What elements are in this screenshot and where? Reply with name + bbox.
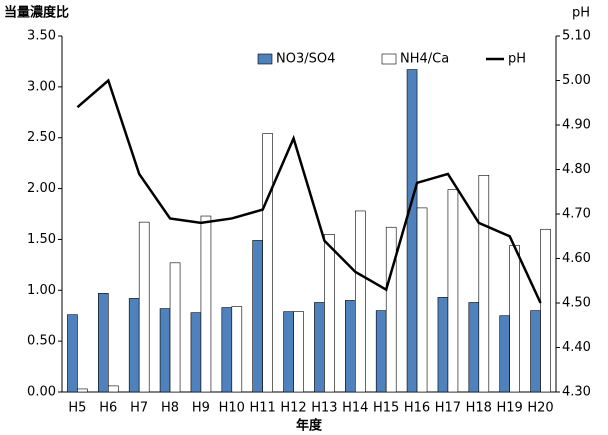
x-axis-title: 年度 — [296, 418, 323, 434]
x-tick-label: H20 — [527, 401, 553, 416]
y2-tick-label: 4.40 — [562, 340, 591, 355]
y-tick-label: 0.50 — [27, 334, 56, 349]
bar — [416, 207, 428, 393]
x-tick-label: H12 — [280, 401, 306, 416]
x-tick-label: H18 — [466, 401, 492, 416]
bar — [190, 312, 202, 393]
bar — [345, 300, 356, 393]
y2-tick-label: 4.50 — [562, 296, 591, 311]
bar — [252, 240, 263, 393]
y-tick-label: 2.50 — [27, 130, 56, 145]
bar — [108, 385, 119, 393]
y2-tick-label: 5.00 — [562, 73, 591, 88]
y-axis-title: 当量濃度比 — [4, 5, 69, 21]
bar — [293, 311, 304, 393]
x-tick-label: H17 — [435, 401, 461, 416]
bar — [67, 314, 78, 393]
bar — [509, 245, 520, 393]
bar — [231, 306, 243, 393]
y2-tick-label: 4.90 — [562, 118, 591, 133]
y2-tick-label: 4.60 — [562, 251, 591, 266]
bar — [530, 310, 541, 393]
legend-swatch — [381, 53, 397, 65]
y2-tick-label: 5.10 — [562, 29, 591, 44]
x-tick-label: H13 — [311, 401, 337, 416]
line — [76, 78, 542, 304]
x-tick-label: H15 — [373, 401, 399, 416]
bar — [324, 234, 335, 393]
y2-tick-label: 4.80 — [562, 162, 591, 177]
y-tick-label: 3.50 — [27, 29, 56, 44]
y2-tick-label: 4.30 — [562, 385, 591, 400]
bar — [540, 228, 551, 393]
y-tick-label: 1.00 — [27, 283, 56, 298]
y-tick-label: 0.00 — [27, 385, 56, 400]
y-tick-label: 1.50 — [27, 232, 56, 247]
bar — [200, 215, 212, 393]
legend-label: pH — [508, 52, 526, 67]
x-tick-label: H16 — [404, 401, 430, 416]
x-tick-label: H11 — [250, 401, 276, 416]
bar — [437, 297, 449, 393]
bar — [468, 302, 480, 393]
x-tick-label: H9 — [192, 401, 210, 416]
x-tick-label: H8 — [161, 401, 179, 416]
bar — [375, 310, 387, 393]
bar — [447, 189, 459, 393]
bar — [169, 262, 181, 393]
bar — [159, 308, 171, 393]
legend-swatch — [257, 53, 273, 65]
bar — [406, 69, 418, 393]
x-tick-label: H14 — [342, 401, 368, 416]
bar — [262, 133, 273, 393]
bar — [98, 293, 109, 393]
y2-tick-label: 4.70 — [562, 207, 591, 222]
bar — [478, 175, 490, 393]
y-tick-label: 3.00 — [27, 79, 56, 94]
x-tick-label: H7 — [130, 401, 148, 416]
bar — [77, 388, 88, 393]
x-tick-label: H10 — [219, 401, 245, 416]
legend-label: NH4/Ca — [400, 52, 449, 67]
bar — [221, 307, 233, 393]
bar — [283, 311, 294, 393]
bar — [128, 298, 140, 393]
bar — [385, 226, 397, 393]
y-tick-label: 2.00 — [27, 181, 56, 196]
bar — [138, 221, 150, 393]
bar — [314, 302, 325, 393]
bar — [499, 315, 510, 393]
y2-axis-title: pH — [572, 6, 590, 21]
x-tick-label: H5 — [68, 401, 86, 416]
x-tick-label: H19 — [497, 401, 523, 416]
legend-label: NO3/SO4 — [276, 52, 335, 67]
x-tick-label: H6 — [99, 401, 117, 416]
bar — [355, 210, 366, 393]
